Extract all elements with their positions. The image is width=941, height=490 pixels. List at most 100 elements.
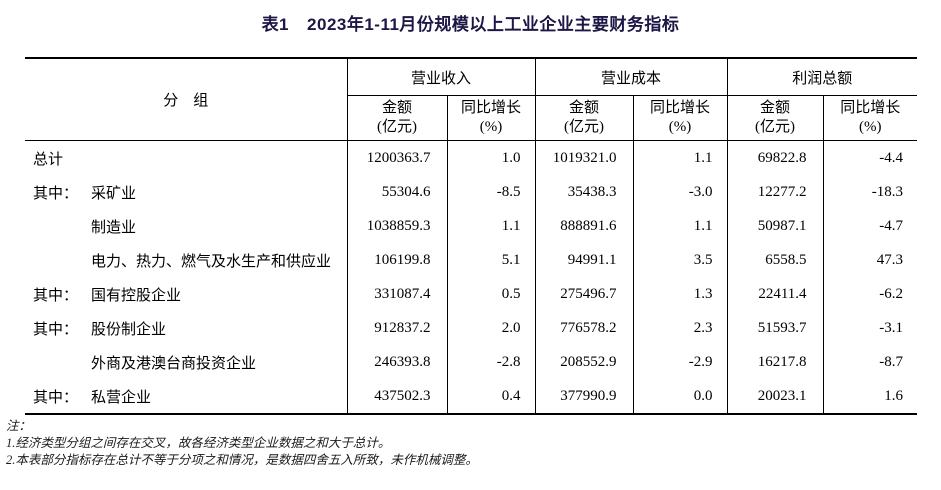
revenue-amount-cell: 1038859.3 (346, 209, 448, 243)
table-body: 总计 1200363.7 1.0 1019321.0 1.1 69822.8 -… (25, 140, 918, 414)
subheader-line2: (亿元) (755, 119, 796, 135)
profit-amount-cell: 20023.1 (726, 379, 824, 414)
column-header-operating-cost: 营业成本 (534, 58, 728, 96)
cost-amount-cell: 776578.2 (534, 311, 634, 345)
cost-growth-cell: -3.0 (632, 175, 728, 209)
cost-amount-cell: 1019321.0 (534, 140, 634, 175)
profit-amount-cell: 12277.2 (726, 175, 824, 209)
profit-amount-cell: 6558.5 (726, 243, 824, 277)
table-row-state-owned: 其中： 国有控股企业 331087.4 0.5 275496.7 1.3 2241… (25, 277, 918, 311)
row-label-text: 国有控股企业 (91, 287, 182, 304)
subheader-line1: 同比增长 (461, 100, 522, 116)
cost-growth-cell: 3.5 (632, 243, 728, 277)
subheader-revenue-amount: 金额 (亿元) (347, 95, 448, 141)
row-label-text: 股份制企业 (91, 321, 167, 338)
cost-growth-cell: 2.3 (632, 311, 728, 345)
row-label-text: 私营企业 (91, 389, 152, 406)
financial-indicators-table: 分 组 营业收入 营业成本 利润总额 金额 (亿元) 同比增长 (%) 金额 (亿元)… (25, 57, 918, 415)
profit-growth-cell: -6.2 (822, 277, 918, 311)
subheader-line2: (%) (479, 119, 503, 135)
profit-growth-cell: -4.7 (822, 209, 918, 243)
subheader-revenue-growth: 同比增长 (%) (446, 95, 536, 141)
profit-amount-cell: 16217.8 (726, 345, 824, 379)
cost-amount-cell: 94991.1 (534, 243, 634, 277)
profit-growth-cell: -4.4 (822, 140, 918, 175)
subheader-cost-amount: 金额 (亿元) (534, 95, 634, 141)
subheader-cost-growth: 同比增长 (%) (632, 95, 728, 141)
table-title-text: 2023年1-11月份规模以上工业企业主要财务指标 (307, 15, 680, 34)
table-row-utilities: 电力、热力、燃气及水生产和供应业 106199.8 5.1 94991.1 3.… (25, 243, 918, 277)
row-label: 其中： 采矿业 (25, 175, 348, 209)
subheader-line2: (%) (859, 119, 882, 135)
row-label: 总计 (25, 140, 348, 175)
revenue-amount-cell: 912837.2 (346, 311, 448, 345)
row-prefix: 其中： (33, 389, 79, 406)
footnote-1: 1.经济类型分组之间存在交叉，故各经济类型企业数据之和大于总计。 (6, 436, 391, 450)
subheader-line1: 金额 (381, 100, 412, 116)
row-prefix: 其中： (33, 321, 79, 338)
profit-growth-cell: -3.1 (822, 311, 918, 345)
cost-amount-cell: 275496.7 (534, 277, 634, 311)
table-row-mining: 其中： 采矿业 55304.6 -8.5 35438.3 -3.0 12277.2… (25, 175, 918, 209)
revenue-amount-cell: 1200363.7 (346, 140, 448, 175)
cost-growth-cell: 0.0 (632, 379, 728, 414)
subheader-line2: (亿元) (564, 119, 605, 135)
table-number: 表1 (261, 15, 290, 34)
subheader-line1: 同比增长 (650, 100, 711, 116)
profit-growth-cell: 1.6 (822, 379, 918, 414)
subheader-line2: (亿元) (377, 119, 417, 135)
row-label-text: 制造业 (91, 219, 137, 236)
profit-growth-cell: -8.7 (822, 345, 918, 379)
column-header-operating-revenue: 营业收入 (346, 58, 536, 96)
row-label: 其中： 股份制企业 (25, 311, 348, 345)
subheader-line1: 金额 (760, 100, 791, 116)
row-prefix: 其中： (33, 185, 79, 202)
footnote-label: 注： (6, 419, 32, 433)
revenue-amount-cell: 55304.6 (346, 175, 448, 209)
column-header-group: 分 组 (25, 58, 348, 141)
header-group-row: 分 组 营业收入 营业成本 利润总额 (25, 58, 918, 141)
row-label-text: 总计 (33, 151, 64, 168)
profit-amount-cell: 22411.4 (726, 277, 824, 311)
header-sub-row: 金额 (亿元) 同比增长 (%) 金额 (亿元) 同比增长 (%) 金额 (亿元) 同比增… (25, 95, 918, 141)
revenue-growth-cell: 5.1 (446, 243, 536, 277)
table-row-manufacturing: 制造业 1038859.3 1.1 888891.6 1.1 50987.1 -… (25, 209, 918, 243)
subheader-line2: (%) (668, 119, 692, 135)
row-label: 其中： 私营企业 (25, 379, 348, 414)
profit-amount-cell: 50987.1 (726, 209, 824, 243)
profit-amount-cell: 51593.7 (726, 311, 824, 345)
table-row-total: 总计 1200363.7 1.0 1019321.0 1.1 69822.8 -… (25, 140, 918, 175)
revenue-growth-cell: 0.5 (446, 277, 536, 311)
subheader-line1: 同比增长 (840, 100, 901, 116)
subheader-profit-amount: 金额 (亿元) (726, 95, 824, 141)
cost-amount-cell: 35438.3 (534, 175, 634, 209)
cost-amount-cell: 208552.9 (534, 345, 634, 379)
footnote-2: 2.本表部分指标存在总计不等于分项之和情况，是数据四舍五入所致，未作机械调整。 (6, 453, 478, 467)
cost-growth-cell: -2.9 (632, 345, 728, 379)
cost-amount-cell: 377990.9 (534, 379, 634, 414)
row-prefix: 其中： (33, 287, 79, 304)
table-row-shareholding: 其中： 股份制企业 912837.2 2.0 776578.2 2.3 51593… (25, 311, 918, 345)
footnotes: 注： 1.经济类型分组之间存在交叉，故各经济类型企业数据之和大于总计。 2.本表… (6, 418, 941, 469)
table-header: 分 组 营业收入 营业成本 利润总额 金额 (亿元) 同比增长 (%) 金额 (亿元)… (25, 58, 918, 141)
row-label-text: 采矿业 (91, 185, 137, 202)
subheader-profit-growth: 同比增长 (%) (822, 95, 918, 141)
revenue-amount-cell: 437502.3 (346, 379, 448, 414)
profit-growth-cell: 47.3 (822, 243, 918, 277)
subheader-line1: 金额 (569, 100, 600, 116)
table-row-private: 其中： 私营企业 437502.3 0.4 377990.9 0.0 20023.… (25, 379, 918, 414)
revenue-growth-cell: 1.1 (446, 209, 536, 243)
cost-amount-cell: 888891.6 (534, 209, 634, 243)
revenue-amount-cell: 331087.4 (346, 277, 448, 311)
revenue-growth-cell: 1.0 (446, 140, 536, 175)
revenue-amount-cell: 246393.8 (346, 345, 448, 379)
revenue-growth-cell: 2.0 (446, 311, 536, 345)
table-row-foreign-invested: 外商及港澳台商投资企业 246393.8 -2.8 208552.9 -2.9 … (25, 345, 918, 379)
row-label: 电力、热力、燃气及水生产和供应业 (25, 243, 348, 277)
revenue-growth-cell: 0.4 (446, 379, 536, 414)
row-label: 其中： 国有控股企业 (25, 277, 348, 311)
revenue-growth-cell: -8.5 (446, 175, 536, 209)
row-label-text: 电力、热力、燃气及水生产和供应业 (91, 253, 332, 270)
cost-growth-cell: 1.1 (632, 140, 728, 175)
row-label: 制造业 (25, 209, 348, 243)
